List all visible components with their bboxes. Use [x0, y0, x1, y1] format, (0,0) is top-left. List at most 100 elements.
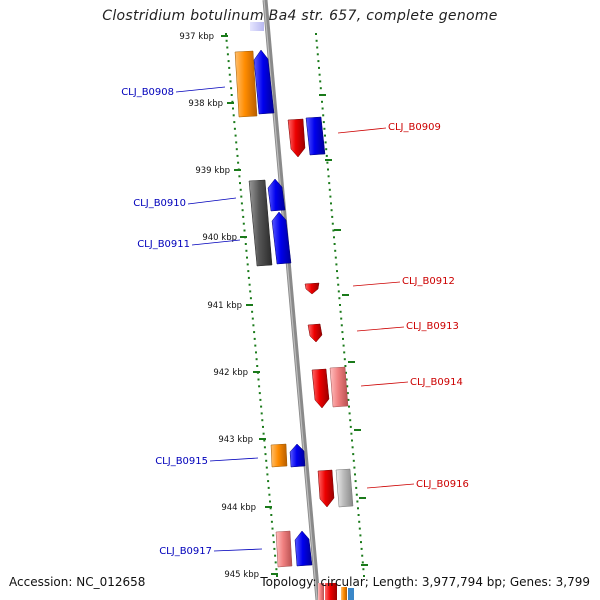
gene-block-pink[interactable] [275, 530, 293, 568]
gene-arrow-blue[interactable] [271, 211, 292, 265]
gene-partial-red[interactable] [325, 583, 337, 600]
gene-label-CLJ_B0915[interactable]: CLJ_B0915 [155, 456, 208, 467]
gene-CLJ_B0909[interactable] [287, 116, 326, 158]
gene-label-CLJ_B0913[interactable]: CLJ_B0913 [406, 321, 459, 332]
minor-tick [322, 121, 325, 124]
minor-tick [351, 446, 354, 449]
minor-tick [274, 561, 277, 564]
minor-tick [228, 66, 231, 69]
minor-tick [241, 209, 244, 212]
gene-label-CLJ_B0909[interactable]: CLJ_B0909 [388, 122, 441, 133]
minor-tick [235, 141, 238, 144]
minor-tick [273, 547, 276, 550]
minor-tick [332, 229, 335, 232]
minor-tick [344, 365, 347, 367]
minor-tick [260, 405, 263, 408]
minor-tick [234, 134, 237, 137]
left-tick-column [225, 33, 278, 577]
minor-tick [232, 114, 235, 117]
minor-tick [256, 365, 259, 367]
gene-arrow-red[interactable] [307, 323, 323, 343]
gene-partial-orange[interactable] [341, 587, 347, 600]
genome-title: Clostridium botulinum Ba4 str. 657, comp… [102, 8, 498, 24]
minor-tick [360, 547, 363, 550]
minor-tick [258, 392, 261, 395]
minor-tick [226, 46, 229, 49]
gene-CLJ_B0912[interactable] [304, 282, 320, 295]
minor-tick [324, 141, 327, 144]
minor-tick [247, 270, 250, 273]
gene-CLJ_B0917[interactable] [275, 530, 313, 568]
gene-label-CLJ_B0917[interactable]: CLJ_B0917 [159, 546, 212, 557]
gene-arrow-red[interactable] [304, 282, 320, 295]
minor-tick [255, 358, 258, 361]
minor-tick [242, 222, 245, 225]
minor-tick [225, 33, 227, 35]
gene-CLJ_B0914[interactable] [311, 366, 349, 409]
gene-block-orange[interactable] [234, 50, 258, 118]
gene-arrow-red[interactable] [311, 368, 330, 409]
minor-tick [346, 392, 349, 395]
minor-tick [238, 175, 241, 178]
gene-arrow-red[interactable] [287, 118, 306, 158]
minor-tick [338, 297, 341, 300]
minor-tick [251, 317, 254, 320]
minor-tick [270, 514, 273, 516]
gene-CLJ_B0911[interactable] [271, 211, 292, 265]
minor-tick [361, 554, 364, 557]
gene-CLJ_B0908[interactable] [234, 49, 275, 118]
minor-tick [315, 39, 318, 42]
kbp-label: 942 kbp [213, 368, 248, 378]
gene-label-CLJ_B0914[interactable]: CLJ_B0914 [410, 377, 463, 388]
gene-arrow-blue[interactable] [267, 178, 286, 212]
minor-tick [251, 310, 254, 313]
minor-tick [337, 283, 340, 286]
minor-tick [263, 446, 266, 449]
gene-label-CLJ_B0916[interactable]: CLJ_B0916 [416, 479, 469, 490]
minor-tick [226, 53, 229, 56]
leader-line [366, 483, 415, 489]
minor-tick [340, 324, 343, 327]
gene-block-pink[interactable] [329, 366, 349, 408]
kbp-label: 941 kbp [207, 301, 242, 311]
gene-label-CLJ_B0911[interactable]: CLJ_B0911 [137, 239, 190, 250]
gene-partial-steelblue[interactable] [348, 588, 354, 600]
minor-tick [354, 480, 357, 483]
gene-label-CLJ_B0910[interactable]: CLJ_B0910 [133, 198, 186, 209]
gene-label-CLJ_B0912[interactable]: CLJ_B0912 [402, 276, 455, 287]
gene-block-lightgray[interactable] [335, 468, 354, 508]
gene-arrow-blue[interactable] [294, 530, 313, 567]
minor-tick [352, 459, 355, 462]
gene-label-CLJ_B0908[interactable]: CLJ_B0908 [121, 87, 174, 98]
gene-arrow-red[interactable] [317, 469, 335, 508]
minor-tick [267, 486, 270, 489]
gene-arrow-blue[interactable] [289, 443, 306, 468]
minor-tick [272, 534, 275, 537]
minor-tick [258, 385, 261, 388]
gene-block-blue[interactable] [305, 116, 326, 156]
gene-partial-bottom[interactable] [318, 583, 354, 600]
gene-partial-top[interactable] [250, 22, 264, 31]
minor-tick [348, 405, 350, 408]
minor-tick [231, 100, 234, 103]
gene-arrow-blue[interactable] [253, 49, 275, 115]
minor-tick [325, 154, 328, 157]
gene-partial-pink[interactable] [318, 583, 324, 600]
gene-CLJ_B0913[interactable] [307, 323, 323, 343]
minor-tick [334, 256, 337, 259]
minor-tick [328, 182, 331, 185]
gene-CLJ_B0910[interactable] [248, 178, 286, 267]
gene-block-orange[interactable] [270, 443, 288, 468]
minor-tick [352, 453, 355, 456]
leader-line [175, 86, 226, 93]
gene-CLJ_B0915[interactable] [270, 443, 306, 468]
minor-tick [254, 344, 257, 347]
minor-tick [242, 215, 245, 218]
minor-tick [343, 351, 346, 354]
minor-tick [318, 66, 320, 69]
minor-tick [240, 195, 243, 198]
gene-CLJ_B0916[interactable] [317, 468, 354, 508]
gene-block-gray[interactable] [248, 179, 273, 267]
minor-tick [355, 486, 358, 489]
minor-tick [240, 202, 243, 205]
